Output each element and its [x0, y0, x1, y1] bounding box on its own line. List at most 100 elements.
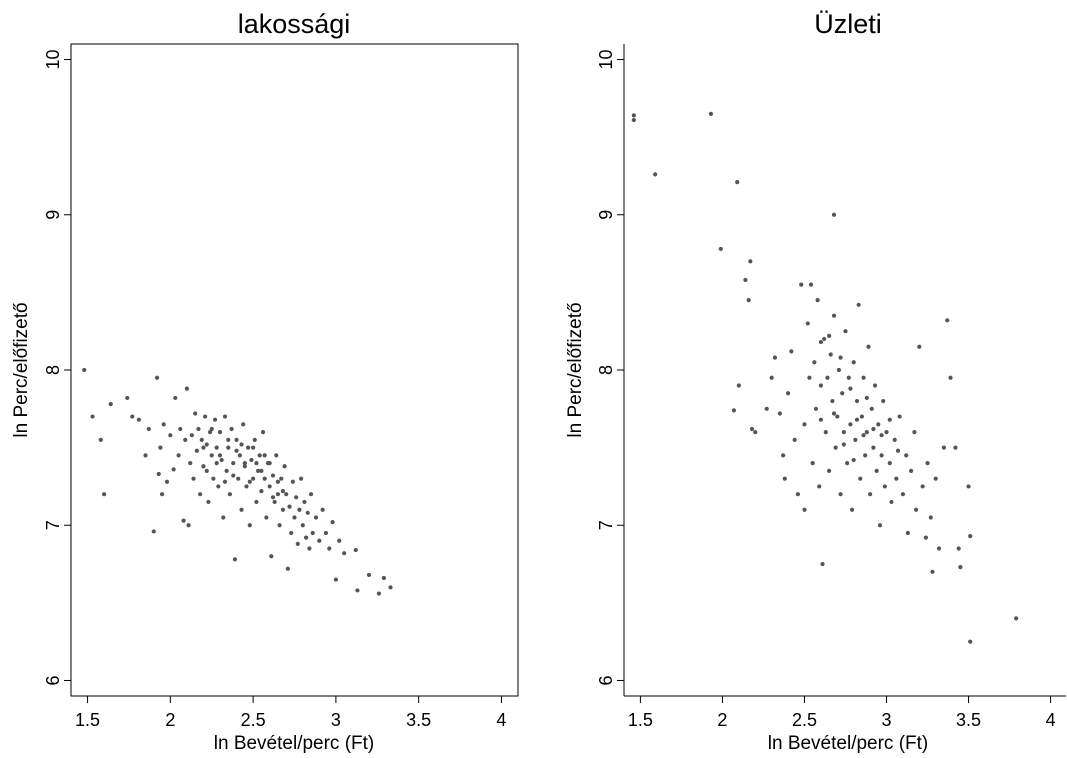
data-point: [337, 538, 342, 543]
data-point: [376, 591, 382, 596]
data-point: [267, 484, 272, 489]
data-point: [772, 355, 778, 360]
data-point: [217, 453, 223, 458]
data-point: [815, 298, 820, 303]
data-point: [743, 277, 748, 283]
data-point: [813, 406, 819, 411]
y-tick-label: 9: [43, 210, 63, 220]
data-point: [219, 457, 224, 463]
data-point: [303, 535, 309, 540]
data-point: [833, 445, 838, 450]
data-point: [242, 464, 247, 469]
data-point: [807, 375, 812, 380]
data-point: [239, 442, 244, 447]
y-tick-label: 7: [596, 520, 616, 530]
data-point: [236, 476, 241, 481]
data-point: [247, 523, 252, 528]
data-point: [735, 180, 740, 185]
data-point: [302, 499, 307, 505]
data-point: [221, 515, 226, 520]
points-group: [631, 111, 1019, 644]
data-point: [948, 375, 953, 380]
data-point: [188, 461, 193, 466]
points-group: [82, 367, 393, 596]
data-point: [877, 523, 883, 528]
data-point: [861, 433, 866, 438]
x-axis-label: ln Bevétel/perc (Ft): [768, 733, 929, 754]
data-point: [933, 476, 938, 481]
data-point: [823, 429, 828, 435]
data-point: [196, 426, 201, 432]
data-point: [156, 471, 161, 477]
data-point: [831, 411, 837, 416]
data-point: [262, 476, 267, 481]
data-point: [812, 360, 817, 365]
data-point: [968, 534, 973, 539]
data-point: [956, 546, 961, 551]
panel-uzleti: Üzleti ln Bevétel/perc (Ft) ln Perc/előf…: [565, 9, 1066, 754]
data-point: [818, 417, 823, 422]
data-point: [330, 520, 335, 525]
data-point: [736, 383, 741, 388]
data-point: [887, 417, 892, 422]
data-point: [151, 529, 156, 534]
data-point: [653, 172, 658, 177]
data-point: [249, 457, 254, 463]
data-point: [941, 445, 947, 450]
data-point: [277, 523, 282, 528]
data-point: [214, 445, 219, 450]
y-axis-label: ln Perc/előfizető: [11, 302, 32, 437]
data-point: [851, 360, 856, 365]
data-point: [904, 453, 909, 458]
data-point: [966, 484, 971, 489]
data-point: [746, 298, 751, 303]
data-point: [785, 391, 791, 396]
data-point: [333, 577, 338, 582]
chart-title: Üzleti: [814, 9, 882, 39]
data-point: [846, 375, 851, 380]
data-point: [838, 355, 843, 360]
data-point: [146, 426, 151, 432]
data-point: [285, 566, 290, 571]
y-tick-label: 6: [596, 675, 616, 685]
data-point: [234, 448, 239, 453]
data-point: [275, 479, 281, 484]
data-point: [299, 476, 304, 481]
data-point: [164, 479, 170, 484]
data-point: [181, 518, 186, 523]
data-point: [897, 414, 902, 419]
data-point: [209, 426, 214, 432]
data-point: [125, 395, 130, 401]
data-point: [953, 445, 958, 450]
data-point: [353, 547, 358, 553]
data-point: [861, 375, 866, 380]
data-point: [764, 406, 769, 411]
data-point: [254, 499, 259, 505]
data-point: [198, 492, 203, 497]
y-tick-label: 10: [596, 50, 616, 70]
x-tick-label: 2: [717, 710, 727, 730]
data-point: [930, 569, 935, 574]
data-point: [818, 383, 823, 388]
data-point: [308, 492, 314, 497]
data-point: [194, 448, 199, 453]
data-point: [300, 523, 305, 528]
x-tick-label: 1.5: [628, 710, 653, 730]
data-point: [176, 453, 181, 458]
data-point: [872, 383, 878, 388]
data-point: [876, 422, 881, 427]
data-point: [313, 515, 319, 520]
data-point: [817, 484, 822, 489]
data-point: [805, 321, 810, 326]
data-point: [871, 445, 876, 450]
data-point: [820, 561, 825, 567]
data-point: [224, 468, 229, 474]
data-point: [869, 406, 874, 411]
data-point: [781, 453, 786, 458]
data-point: [289, 530, 294, 536]
data-point: [799, 282, 804, 287]
data-point: [859, 414, 865, 419]
data-point: [206, 499, 211, 505]
data-point: [282, 464, 287, 469]
data-point: [327, 546, 332, 551]
